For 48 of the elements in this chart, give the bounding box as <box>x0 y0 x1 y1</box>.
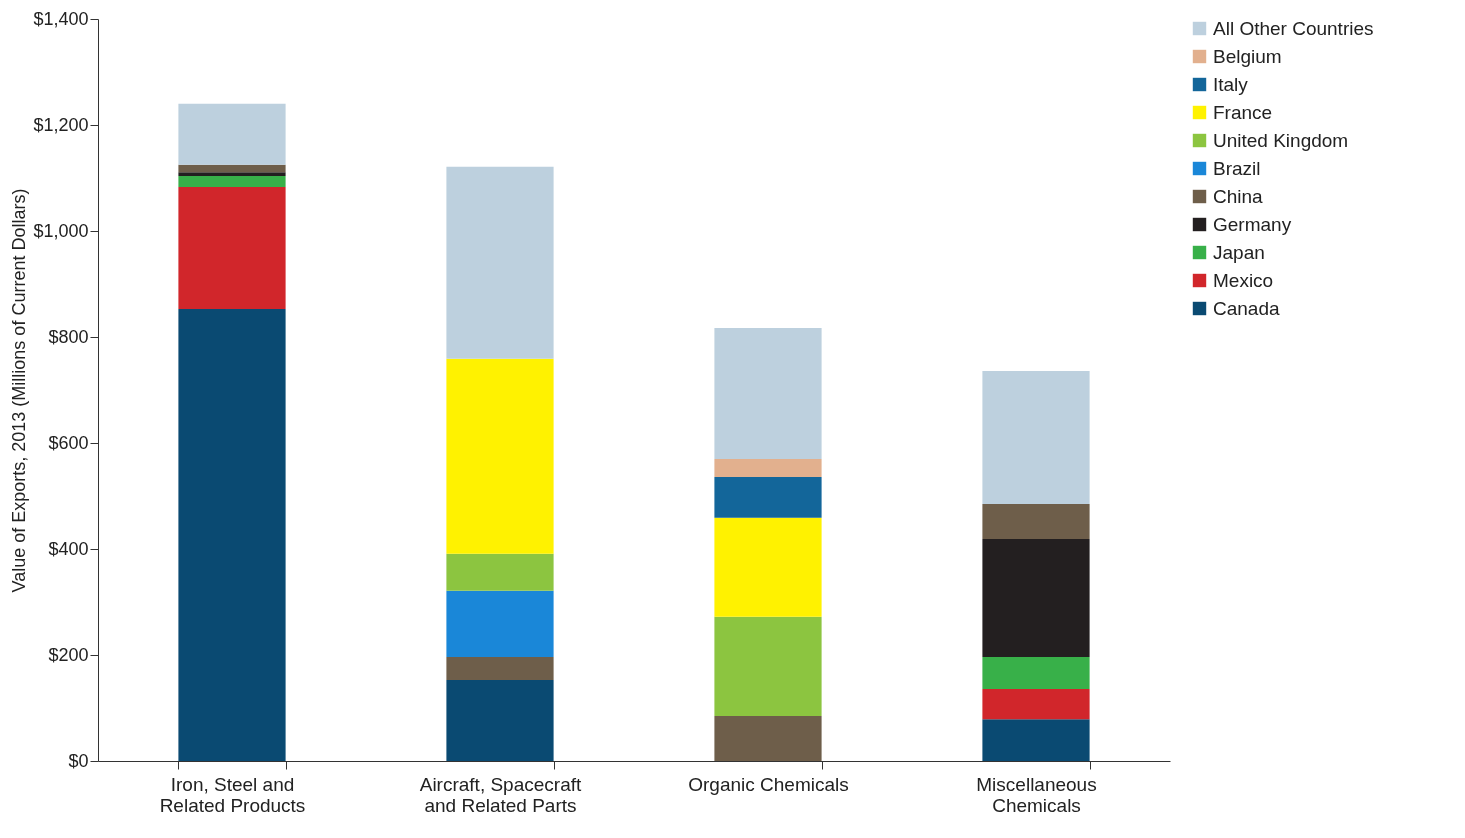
y-tick-label: $800 <box>48 326 89 347</box>
bar <box>178 164 286 173</box>
legend-label: France <box>1213 101 1273 123</box>
y-tick-label: $200 <box>48 644 89 665</box>
bar <box>714 517 822 617</box>
bar <box>446 553 554 591</box>
legend-label: Canada <box>1213 297 1280 319</box>
bar <box>446 590 554 658</box>
legend-label: All Other Countries <box>1213 17 1374 39</box>
bar <box>178 103 286 165</box>
y-tick-label: $1,200 <box>33 114 89 135</box>
bar <box>178 187 286 309</box>
bar <box>982 657 1090 689</box>
bar <box>714 616 822 716</box>
bar <box>714 327 822 459</box>
bar <box>714 476 822 518</box>
legend-label: Germany <box>1213 213 1292 235</box>
bar <box>446 657 554 680</box>
bar <box>178 308 286 761</box>
legend-label: Brazil <box>1213 157 1261 179</box>
bar <box>446 166 554 359</box>
x-tick-label: Aircraft, Spacecraft and Related Parts <box>419 773 582 816</box>
legend-label: China <box>1213 185 1264 207</box>
bar <box>446 358 554 554</box>
y-axis-title: Value of Exports, 2013 (Millions of Current Dollars) <box>9 188 30 593</box>
y-tick-label: $1,000 <box>33 220 89 241</box>
bar <box>982 370 1090 504</box>
x-tick-label: Miscellaneous Chemicals <box>976 773 1097 816</box>
bar <box>714 458 822 477</box>
bar <box>982 688 1090 720</box>
legend-label: Belgium <box>1213 45 1282 67</box>
bar <box>446 679 554 761</box>
y-tick-label: $400 <box>48 538 89 559</box>
bar <box>982 719 1090 761</box>
x-tick-label: Iron, Steel and Related Products <box>159 773 306 816</box>
bar <box>982 538 1090 658</box>
legend-label: Japan <box>1213 241 1265 263</box>
x-tick-label: Organic Chemicals <box>688 773 849 795</box>
bar <box>178 172 286 176</box>
y-tick-label: $600 <box>48 432 89 453</box>
legend-label: Italy <box>1213 73 1249 95</box>
bar <box>178 175 286 188</box>
y-tick-label: $1,400 <box>33 8 89 29</box>
legend-label: Mexico <box>1213 269 1274 291</box>
bar <box>982 503 1090 539</box>
y-tick-label: $0 <box>68 750 89 771</box>
legend-label: United Kingdom <box>1213 129 1349 151</box>
bar <box>714 715 822 761</box>
